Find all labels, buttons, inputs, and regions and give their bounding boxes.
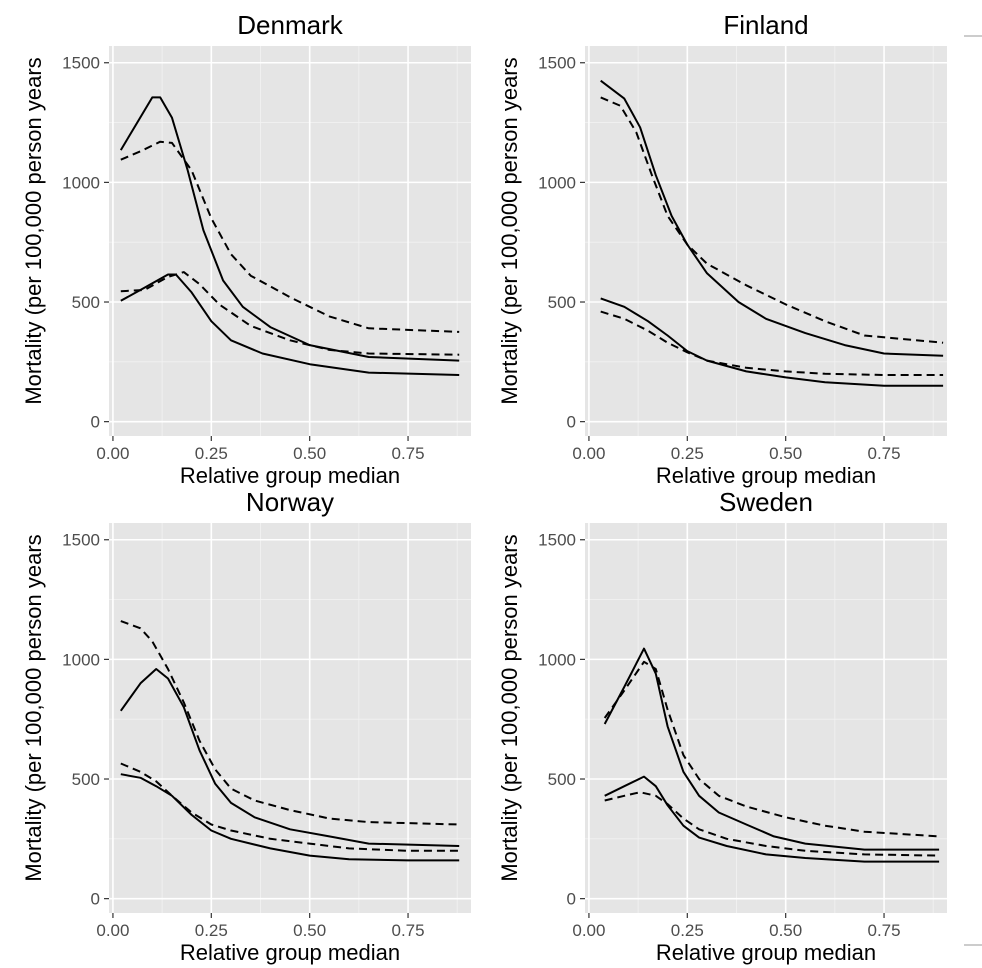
series-line-1-solid xyxy=(600,79,944,357)
panel-denmark: 0 500 1000 1500 0.00 0.25 0.50 0.75 Denmark Relat… xyxy=(21,10,471,488)
x-tick-label: 0.00 xyxy=(96,444,129,463)
panel-sweden: 0 500 1000 1500 0.00 0.25 0.50 0.75 Sweden Relati… xyxy=(497,487,947,965)
series-line-3-solid xyxy=(120,273,460,376)
x-tick-label: 0.25 xyxy=(671,444,704,463)
x-tick-label: 0.50 xyxy=(293,444,326,463)
x-tick-label: 0.50 xyxy=(293,921,326,940)
y-tick-label: 1500 xyxy=(62,531,100,550)
panel-title: Sweden xyxy=(719,487,813,517)
panel-title: Norway xyxy=(246,487,334,517)
y-tick-label: 500 xyxy=(548,293,576,312)
y-tick-label: 1500 xyxy=(538,54,576,73)
panel-title: Denmark xyxy=(237,10,343,40)
x-tick-label: 0.75 xyxy=(391,444,424,463)
y-tick-label: 1000 xyxy=(538,650,576,669)
series-line-4-dashed xyxy=(120,762,460,852)
series-line-1-solid xyxy=(119,668,460,847)
y-tick-label: 0 xyxy=(567,413,576,432)
plot-background xyxy=(585,523,947,913)
series-line-2-dashed xyxy=(603,660,940,838)
series-line-3-solid xyxy=(604,775,940,863)
x-tick-label: 0.00 xyxy=(96,921,129,940)
y-axis-label: Mortality (per 100,000 person years xyxy=(497,534,522,881)
x-axis-label: Relative group median xyxy=(656,940,876,965)
x-tick-label: 0.75 xyxy=(867,444,900,463)
series-line-1-solid xyxy=(603,647,940,851)
y-tick-label: 0 xyxy=(567,890,576,909)
x-tick-label: 0.25 xyxy=(671,921,704,940)
y-tick-label: 500 xyxy=(548,770,576,789)
x-axis-label: Relative group median xyxy=(180,463,400,488)
x-tick-label: 0.50 xyxy=(769,921,802,940)
x-tick-label: 0.25 xyxy=(195,444,228,463)
plot-background xyxy=(109,523,471,913)
x-tick-label: 0.75 xyxy=(867,921,900,940)
y-axis-label: Mortality (per 100,000 person years xyxy=(21,57,46,404)
x-tick-label: 0.75 xyxy=(391,921,424,940)
y-tick-label: 1500 xyxy=(538,531,576,550)
y-axis-label: Mortality (per 100,000 person years xyxy=(497,57,522,404)
x-axis-label: Relative group median xyxy=(656,463,876,488)
series-line-2-dashed xyxy=(600,96,944,344)
x-tick-label: 0.00 xyxy=(572,444,605,463)
panel-norway: 0 500 1000 1500 0.00 0.25 0.50 0.75 Norway Relati… xyxy=(21,487,471,965)
y-tick-label: 500 xyxy=(72,770,100,789)
y-tick-label: 1000 xyxy=(538,173,576,192)
x-tick-label: 0.25 xyxy=(195,921,228,940)
x-tick-label: 0.50 xyxy=(769,444,802,463)
x-axis-label: Relative group median xyxy=(180,940,400,965)
panel-title: Finland xyxy=(723,10,808,40)
panel-finland: 0 500 1000 1500 0.00 0.25 0.50 0.75 Finland Relat… xyxy=(497,10,947,488)
plot-background xyxy=(109,46,471,436)
y-axis-label: Mortality (per 100,000 person years xyxy=(21,534,46,881)
series-line-4-dashed xyxy=(600,310,944,376)
series-line-2-dashed xyxy=(120,140,460,333)
y-tick-label: 500 xyxy=(72,293,100,312)
y-tick-label: 1000 xyxy=(62,650,100,669)
plot-background xyxy=(585,46,947,436)
x-tick-label: 0.00 xyxy=(572,921,605,940)
series-line-4-dashed xyxy=(604,791,940,857)
y-tick-label: 0 xyxy=(91,890,100,909)
series-line-4-dashed xyxy=(120,271,460,356)
series-line-3-solid xyxy=(120,773,460,862)
y-tick-label: 1000 xyxy=(62,173,100,192)
y-tick-label: 0 xyxy=(91,413,100,432)
y-tick-label: 1500 xyxy=(62,54,100,73)
